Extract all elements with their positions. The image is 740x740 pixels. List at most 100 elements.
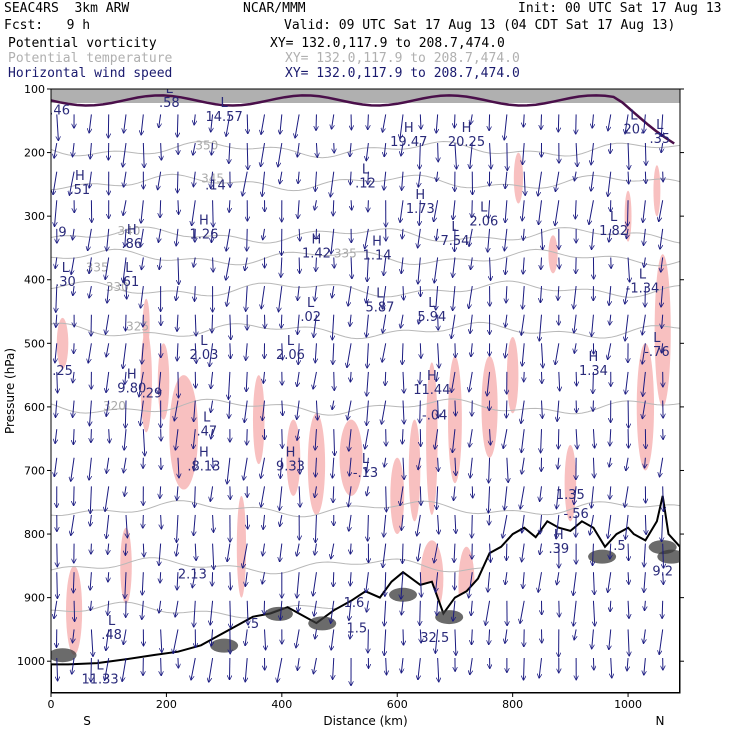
wind-vector bbox=[628, 200, 629, 226]
pv-extremum-value: 2.13 bbox=[178, 568, 207, 583]
wind-vector bbox=[609, 629, 611, 649]
axes-layer: 100 200 300 400 500 600 700 800 900 1000 0 200 400 60… bbox=[3, 83, 684, 728]
wind-vector bbox=[661, 114, 662, 136]
wind-vector bbox=[505, 572, 507, 585]
wind-vector bbox=[122, 657, 127, 681]
wind-vector bbox=[659, 629, 664, 654]
surface-pv-max bbox=[657, 549, 680, 564]
wind-vector bbox=[523, 114, 524, 127]
wind-vector bbox=[386, 658, 387, 675]
wind-vector bbox=[454, 543, 455, 563]
wind-vector bbox=[297, 572, 299, 598]
wind-vector bbox=[106, 343, 109, 357]
wind-vector bbox=[538, 171, 542, 196]
wind-vector bbox=[124, 486, 126, 496]
wind-vector bbox=[159, 543, 161, 566]
wind-vector bbox=[453, 200, 455, 219]
wind-vector bbox=[402, 429, 403, 444]
wind-vector bbox=[438, 457, 439, 472]
wind-vector bbox=[593, 543, 594, 566]
wind-vector bbox=[265, 629, 266, 649]
pv-extremum-value: .61 bbox=[119, 275, 140, 290]
theta-label: 345 bbox=[201, 171, 224, 185]
theta-label: 330 bbox=[106, 280, 129, 294]
wind-vector bbox=[645, 457, 646, 468]
wind-vector bbox=[261, 114, 266, 134]
pv-extremum-value: .8.13 bbox=[187, 459, 220, 474]
wind-vector bbox=[418, 457, 420, 470]
theta-label: 350 bbox=[195, 138, 218, 152]
wind-vector bbox=[609, 228, 611, 242]
wind-vector bbox=[54, 457, 56, 477]
wind-vector bbox=[367, 600, 369, 612]
forecast-hour: Fcst: 9 h bbox=[4, 18, 91, 33]
wind-vector bbox=[576, 429, 577, 449]
y-axis-title: Pressure (hPa) bbox=[3, 348, 17, 434]
pv-extremum-symbol: L bbox=[62, 261, 70, 276]
wind-vector bbox=[348, 486, 352, 506]
wind-vector bbox=[504, 486, 508, 510]
wind-vector bbox=[420, 600, 421, 625]
wind-vector bbox=[71, 514, 75, 536]
wind-vector bbox=[455, 400, 456, 416]
pv-extremum-symbol: H bbox=[372, 234, 382, 249]
wind-vector bbox=[662, 514, 663, 542]
wind-vector bbox=[247, 228, 248, 251]
wind-vector bbox=[522, 200, 524, 221]
pv-extremum-value: 1.42 bbox=[302, 246, 331, 261]
wind-vector bbox=[334, 429, 335, 455]
wind-vector bbox=[263, 371, 264, 383]
wind-vector bbox=[539, 657, 541, 678]
wind-vector bbox=[401, 657, 403, 673]
wind-vectors-layer bbox=[53, 114, 664, 685]
wind-vector bbox=[73, 400, 74, 418]
pv-extremum-symbol: H bbox=[589, 350, 599, 365]
wind-vector bbox=[438, 343, 439, 368]
wind-vector bbox=[592, 114, 593, 128]
wind-vector bbox=[297, 142, 299, 157]
pv-extremum-value: 9.80 bbox=[117, 381, 146, 396]
wind-vector bbox=[469, 371, 473, 392]
wind-vector bbox=[316, 257, 317, 271]
wind-vector bbox=[106, 629, 110, 650]
pv-extremum-symbol: L bbox=[220, 96, 228, 111]
wind-vector bbox=[522, 343, 524, 366]
surface-pv-max bbox=[51, 648, 77, 663]
wind-vector bbox=[367, 400, 369, 426]
wind-vector bbox=[591, 142, 593, 165]
wind-vector bbox=[143, 429, 144, 456]
wind-vector bbox=[124, 171, 127, 188]
wind-vector bbox=[625, 286, 629, 304]
wind-vector bbox=[57, 658, 58, 681]
wind-vector bbox=[592, 228, 594, 250]
wind-vector bbox=[644, 114, 646, 133]
wind-vector bbox=[177, 572, 178, 590]
wind-vector bbox=[247, 143, 248, 170]
wind-vector bbox=[108, 600, 109, 615]
wind-vector bbox=[558, 114, 559, 132]
pv-extremum-symbol: L bbox=[125, 261, 133, 276]
wind-vector bbox=[628, 171, 629, 184]
south-end-label: S bbox=[83, 714, 91, 728]
wind-vector bbox=[299, 457, 300, 474]
wind-vector bbox=[609, 286, 611, 305]
wind-vector bbox=[523, 143, 525, 165]
wind-vector bbox=[91, 629, 93, 656]
wind-vector bbox=[590, 514, 594, 535]
wind-vector bbox=[609, 457, 611, 467]
wind-vector bbox=[177, 314, 178, 332]
wind-vector bbox=[489, 457, 490, 483]
wind-vector bbox=[558, 429, 559, 449]
wind-vector bbox=[401, 572, 403, 599]
wind-vector bbox=[74, 600, 75, 622]
wind-vector bbox=[505, 629, 507, 643]
wind-vector bbox=[625, 314, 629, 341]
wind-vector bbox=[90, 143, 91, 159]
wind-vector bbox=[298, 600, 299, 612]
wind-vector bbox=[507, 457, 508, 483]
wind-vector bbox=[143, 514, 144, 528]
wind-vector bbox=[331, 600, 335, 623]
wind-vector bbox=[125, 228, 126, 247]
wind-vector bbox=[520, 486, 525, 509]
wind-vector bbox=[178, 371, 179, 398]
